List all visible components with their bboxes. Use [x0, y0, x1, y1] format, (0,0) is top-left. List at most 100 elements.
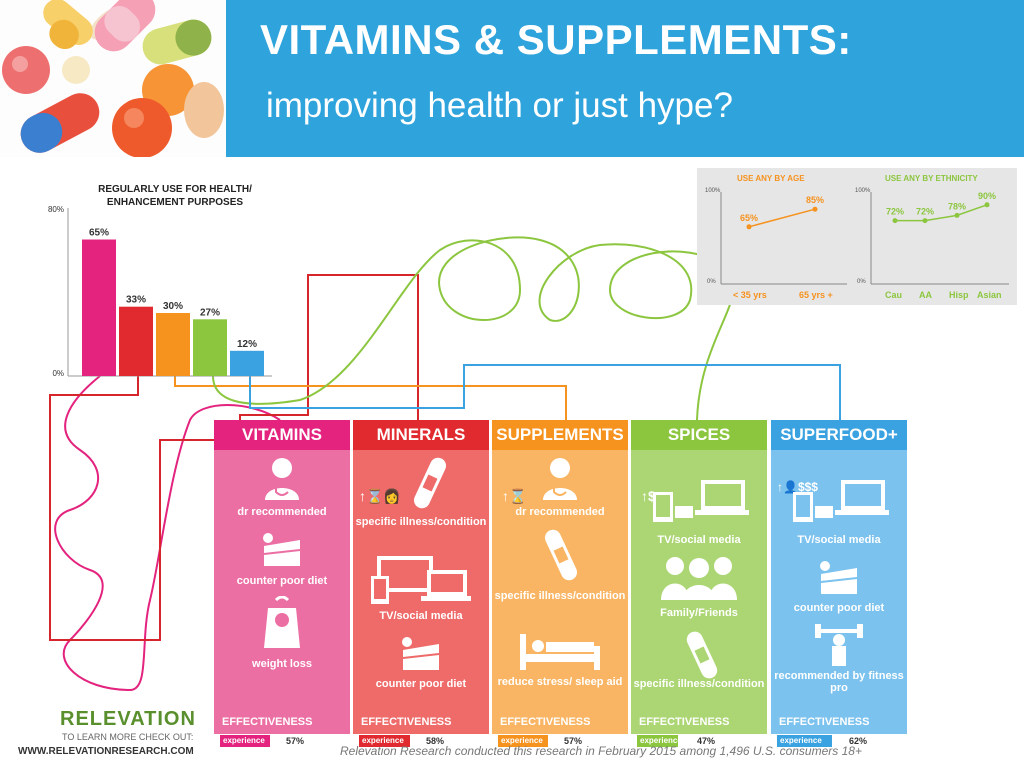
belief-pct: 72%: [719, 737, 740, 748]
effectiveness-label: EFFECTIVENESS: [500, 716, 591, 728]
cake-icon: [820, 561, 858, 594]
belief-pct: 83%: [454, 737, 475, 748]
belief-line: [637, 748, 757, 749]
eth-y-min: 0%: [857, 279, 866, 285]
age-y-min: 0%: [707, 279, 716, 285]
experience-fill: [359, 735, 411, 747]
reason-3: recommended by fitness pro: [774, 670, 904, 694]
page-title: VITAMINS & SUPPLEMENTS:: [260, 16, 852, 63]
y-tick-max: 80%: [48, 205, 64, 214]
brand-tagline: TO LEARN MORE CHECK OUT:: [62, 732, 194, 742]
experience-label: experience: [640, 736, 682, 745]
reason-2: counter poor diet: [793, 602, 885, 614]
belief-pct: 80%: [872, 737, 893, 748]
bar-superfood: [230, 350, 264, 376]
experience-label: experience: [362, 736, 404, 745]
bandage-icon: [413, 457, 447, 509]
point-label: 72%: [886, 207, 904, 217]
point-label: 72%: [916, 207, 934, 217]
eth-cat-asian: Asian: [977, 290, 1002, 300]
bar-minerals: [119, 306, 153, 376]
cake-icon: [263, 533, 301, 566]
bar-chart: 80% 0% 65% 33% 30% 27% 12%: [48, 205, 272, 378]
bandage-icon: [544, 529, 578, 581]
reason-3: specific illness/condition: [633, 678, 765, 690]
column-body: ↑⌛ dr recommended specific illness/condi…: [492, 450, 628, 758]
title-banner: VITAMINS & SUPPLEMENTS: improving health…: [226, 0, 1024, 157]
people-icon: [661, 557, 737, 600]
age-cat-old: 65 yrs +: [799, 290, 833, 300]
bar-value-label: 33%: [126, 295, 146, 306]
cake-icon: [402, 637, 440, 670]
effectiveness-label: EFFECTIVENESS: [361, 716, 452, 728]
brand-url-link[interactable]: WWW.RELEVATIONRESEARCH.COM: [18, 746, 194, 757]
experience-fill: [637, 735, 679, 747]
point-label: 90%: [978, 191, 996, 201]
column-minerals: MINERALS ↑⌛👩 specific illness/condition …: [353, 420, 489, 758]
age-chart-title: USE ANY BY AGE: [737, 174, 805, 183]
data-point: [954, 212, 960, 218]
column-body: ↑⌛👩 specific illness/condition TV/social…: [353, 450, 489, 758]
bar-value-label: 30%: [163, 301, 183, 312]
footer-note: Relevation Research conducted this resea…: [340, 744, 862, 758]
belief-pct: 86%: [315, 737, 336, 748]
y-tick-min: 0%: [52, 369, 64, 378]
connector-lines: [49, 236, 841, 692]
column-heading: SPICES: [631, 420, 767, 450]
bar-value-label: 27%: [200, 307, 220, 318]
data-point: [922, 218, 928, 224]
column-heading: SUPPLEMENTS: [492, 420, 628, 450]
experience-pct: 62%: [849, 736, 868, 746]
reason-2: Family/Friends: [660, 607, 738, 619]
belief-line: [220, 748, 340, 749]
series-line: [748, 208, 816, 228]
bar-chart-title: REGULARLY USE FOR HEALTH/ ENHANCEMENT PU…: [98, 184, 252, 208]
reason-2: TV/social media: [379, 610, 463, 622]
column-heading: VITAMINS: [214, 420, 350, 450]
data-point: [984, 202, 990, 208]
column-superfood: SUPERFOOD+ ↑👤$$$ TV/social media counter…: [771, 420, 907, 758]
age-y-max: 100%: [705, 188, 721, 194]
bar-supplements: [156, 313, 190, 376]
effectiveness-label: EFFECTIVENESS: [222, 716, 313, 728]
experience-pct: 57%: [286, 736, 305, 746]
pills-photo: [0, 0, 226, 157]
trend-symbols: ↑👤$$$: [777, 480, 818, 494]
belief-line: [359, 748, 479, 749]
bar-spices: [193, 319, 227, 376]
column-heading: MINERALS: [353, 420, 489, 450]
ethnicity-chart-title: USE ANY BY ETHNICITY: [885, 174, 978, 183]
page-subtitle: improving health or just hype?: [266, 86, 733, 125]
experience-fill: [498, 735, 549, 747]
devices-icon: [793, 480, 889, 522]
column-body: ↑👤$$$ TV/social media counter poor diet …: [771, 450, 907, 758]
eth-cat-cau: Cau: [885, 290, 903, 300]
data-point: [892, 218, 898, 224]
reason-3: counter poor diet: [375, 678, 467, 690]
reason-1: dr recommended: [515, 506, 605, 518]
belief-label: belief: [361, 749, 382, 758]
bar-value-label: 65%: [89, 228, 109, 239]
reason-1: TV/social media: [657, 534, 741, 546]
belief-line: [777, 748, 897, 749]
reason-1: specific illness/condition: [355, 516, 487, 528]
experience-pct: 47%: [697, 736, 716, 746]
eth-cat-hisp: Hisp: [949, 290, 969, 300]
scale-icon: [264, 596, 300, 648]
experience-fill: [777, 735, 832, 747]
effectiveness-bar: experience 57%: [220, 735, 308, 747]
doctor-icon: [543, 458, 577, 500]
column-vitamins: VITAMINS dr recommended counter poor die…: [214, 420, 350, 758]
data-point: [812, 206, 818, 212]
point-label: 65%: [740, 213, 758, 223]
trend-symbols: ↑⌛: [502, 488, 527, 504]
effectiveness-bar: experience 62%: [777, 735, 868, 747]
data-point: [746, 224, 752, 230]
brand-logo: RELEVATION: [60, 708, 196, 730]
experience-pct: 58%: [426, 736, 445, 746]
bandage-icon: [686, 631, 718, 679]
experience-label: experience: [501, 736, 543, 745]
bar-vitamins: [82, 239, 116, 376]
belief-label: belief: [500, 749, 521, 758]
column-body: dr recommended counter poor diet weight …: [214, 450, 350, 758]
